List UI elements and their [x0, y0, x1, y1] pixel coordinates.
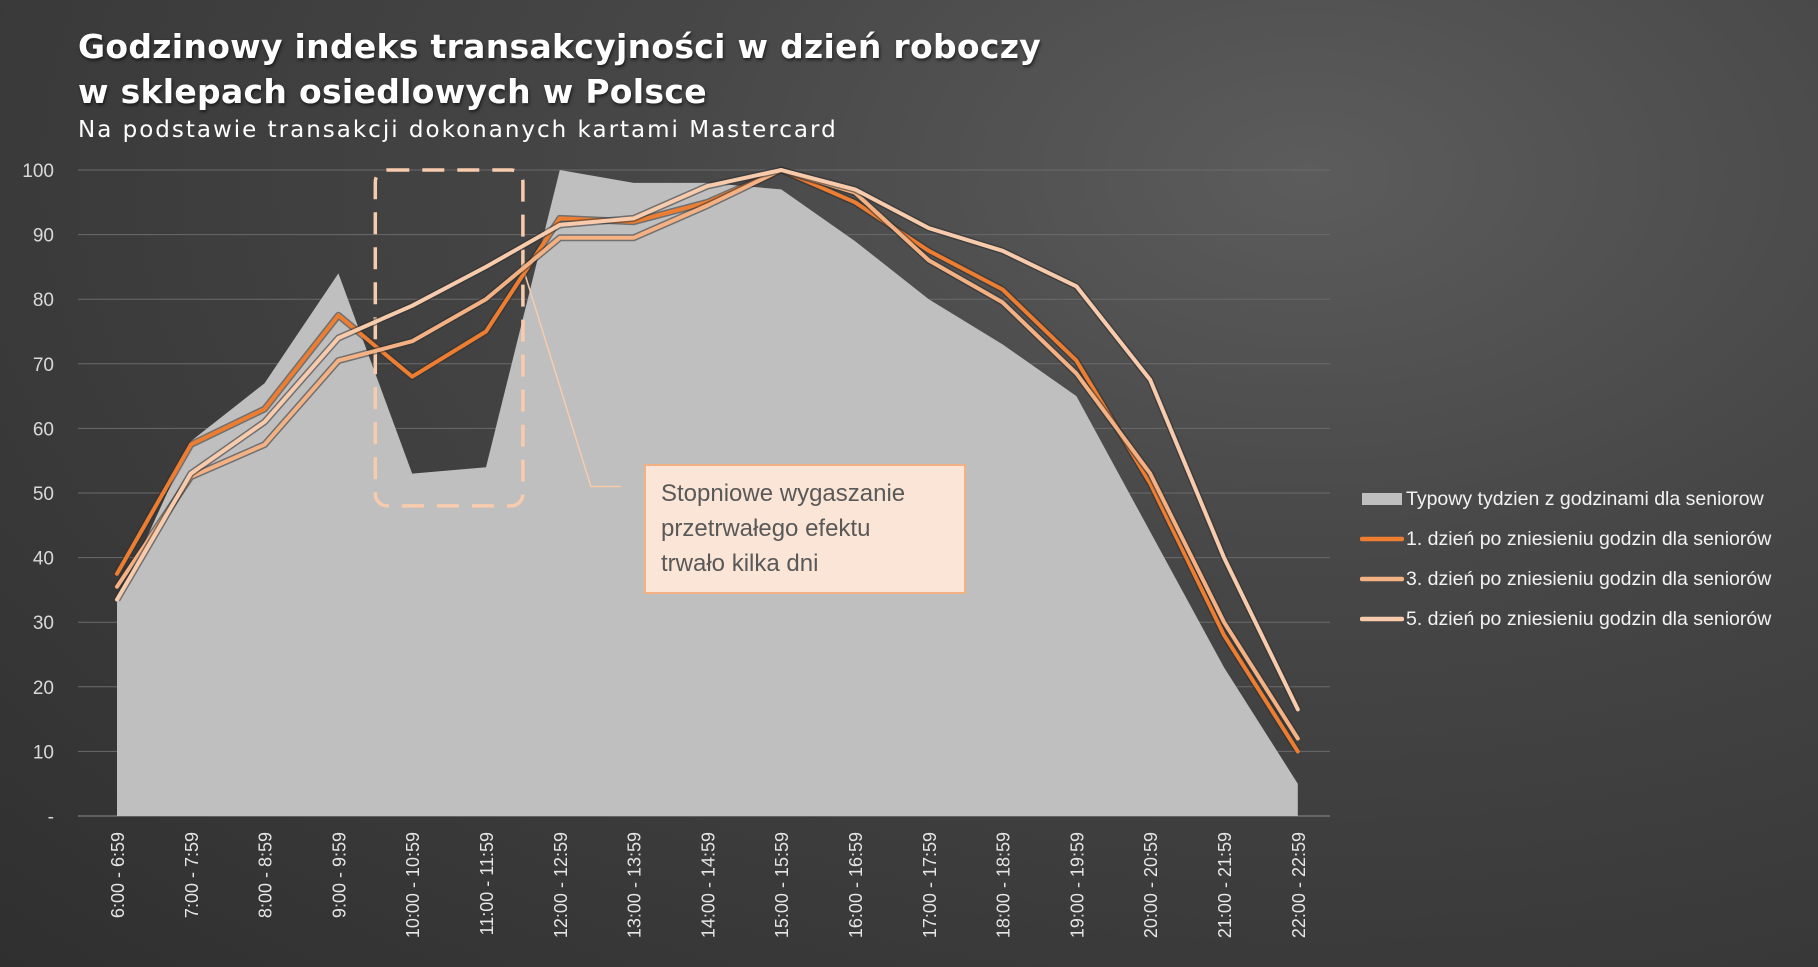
series-3-line [115, 168, 1300, 712]
x-axis-ticks: 6:00 - 6:59 7:00 - 7:59 8:00 - 8:59 9:00 - … [108, 832, 1309, 938]
y-tick-label: 50 [33, 484, 54, 505]
y-axis-ticks: - 10 20 30 40 50 60 70 80 90 100 [22, 161, 54, 828]
x-tick-label: 16:00 - 16:59 [846, 832, 866, 938]
legend-label-day1: 1. dzień po zniesieniu godzin dla senior… [1406, 527, 1772, 550]
annotation-line-1: Stopniowe wygaszanie [661, 480, 906, 507]
legend-swatch-day5 [1360, 616, 1404, 622]
annotation-line-2: przetrwałego efektu [661, 515, 871, 542]
chart-title-line-1: Godzinowy indeks transakcyjności w dzień… [78, 27, 1042, 66]
chart-legend: Typowy tydzien z godzinami dla seniorow … [1360, 479, 1771, 639]
legend-swatch-area [1362, 493, 1402, 505]
x-tick-label: 18:00 - 18:59 [994, 832, 1014, 938]
y-tick-label: - [48, 807, 54, 828]
x-tick-label: 22:00 - 22:59 [1289, 832, 1309, 938]
x-tick-label: 21:00 - 21:59 [1215, 832, 1235, 938]
highlight-box [373, 168, 525, 508]
legend-label-day5: 5. dzień po zniesieniu godzin dla senior… [1406, 607, 1772, 630]
x-tick-label: 20:00 - 20:59 [1141, 832, 1161, 938]
x-tick-label: 13:00 - 13:59 [625, 832, 645, 938]
legend-label-area: Typowy tydzien z godzinami dla seniorow [1406, 487, 1764, 510]
legend-swatch-day1 [1360, 536, 1404, 542]
highlight-box-layer [373, 168, 621, 508]
x-tick-label: 17:00 - 17:59 [920, 832, 940, 938]
x-tick-label: 6:00 - 6:59 [108, 832, 128, 918]
x-tick-label: 12:00 - 12:59 [551, 832, 571, 938]
series-2-line [115, 168, 1300, 741]
annotation-callout: Stopniowe wygaszanie przetrwałego efektu… [644, 464, 966, 594]
annotation-connector [524, 273, 621, 488]
legend-swatch-day3 [1360, 576, 1404, 582]
chart-title-line-2: w sklepach osiedlowych w Polsce [78, 72, 707, 111]
y-tick-label: 20 [33, 678, 54, 699]
y-tick-label: 70 [33, 355, 54, 376]
x-tick-label: 9:00 - 9:59 [329, 832, 349, 918]
y-tick-label: 60 [33, 419, 54, 440]
x-tick-label: 11:00 - 11:59 [477, 832, 497, 935]
x-tick-label: 15:00 - 15:59 [772, 832, 792, 938]
legend-item-area: Typowy tydzien z godzinami dla seniorow [1360, 479, 1771, 519]
legend-label-day3: 3. dzień po zniesieniu godzin dla senior… [1406, 567, 1772, 590]
y-tick-label: 100 [22, 161, 54, 182]
y-tick-label: 30 [33, 613, 54, 634]
y-tick-label: 80 [33, 290, 54, 311]
line-series [113, 166, 1301, 754]
y-tick-label: 10 [33, 742, 54, 763]
legend-item-day5: 5. dzień po zniesieniu godzin dla senior… [1360, 599, 1771, 639]
x-tick-label: 7:00 - 7:59 [182, 832, 202, 918]
legend-item-day1: 1. dzień po zniesieniu godzin dla senior… [1360, 519, 1771, 559]
chart-subtitle: Na podstawie transakcji dokonanych karta… [78, 117, 838, 143]
annotation-line-3: trwało kilka dni [661, 550, 819, 577]
x-tick-label: 8:00 - 8:59 [256, 832, 276, 918]
legend-item-day3: 3. dzień po zniesieniu godzin dla senior… [1360, 559, 1771, 599]
x-tick-label: 14:00 - 14:59 [698, 832, 718, 938]
x-tick-label: 10:00 - 10:59 [403, 832, 423, 938]
x-tick-label: 19:00 - 19:59 [1067, 832, 1087, 938]
y-tick-label: 40 [33, 549, 54, 570]
y-tick-label: 90 [33, 226, 54, 247]
chart-title: Godzinowy indeks transakcyjności w dzień… [78, 24, 1041, 114]
